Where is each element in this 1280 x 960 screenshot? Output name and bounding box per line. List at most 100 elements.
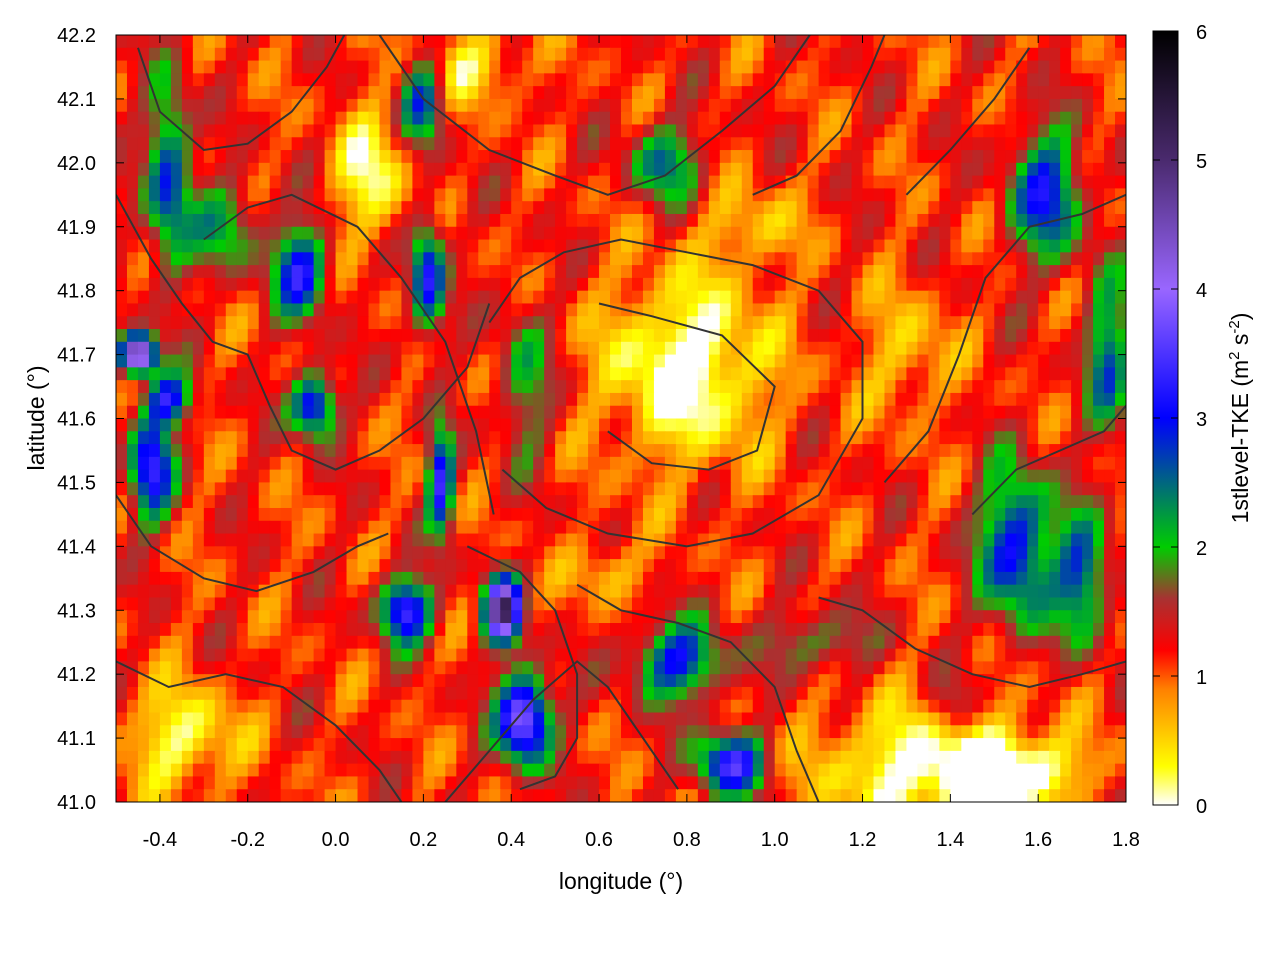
heatmap-cell <box>862 137 875 151</box>
heatmap-cell <box>522 495 534 509</box>
heatmap-cell <box>126 520 139 535</box>
heatmap-cell <box>588 47 600 62</box>
heatmap-cell <box>467 456 479 471</box>
heatmap-cell <box>599 150 611 164</box>
heatmap-cell <box>335 124 348 138</box>
heatmap-cell <box>577 520 589 535</box>
heatmap-cell <box>170 175 183 189</box>
heatmap-cell <box>423 239 435 253</box>
heatmap-cell <box>313 482 326 496</box>
heatmap-cell <box>126 661 139 675</box>
heatmap-cell <box>181 661 194 675</box>
heatmap-cell <box>247 418 260 432</box>
heatmap-cell <box>1016 329 1028 343</box>
heatmap-cell <box>434 456 446 471</box>
heatmap-cell <box>291 699 304 714</box>
heatmap-cell <box>544 456 556 471</box>
heatmap-cell <box>390 367 403 381</box>
heatmap-cell <box>1115 686 1126 701</box>
heatmap-cell <box>697 303 710 317</box>
heatmap-cell <box>423 495 435 509</box>
heatmap-cell <box>939 456 951 471</box>
heatmap-cell <box>225 239 238 253</box>
heatmap-cell <box>467 226 479 241</box>
heatmap-cell <box>258 111 271 126</box>
heatmap-cell <box>412 712 424 726</box>
heatmap-cell <box>1016 392 1028 407</box>
heatmap-cell <box>785 124 798 138</box>
heatmap-cell <box>972 277 984 292</box>
heatmap-cell <box>401 201 414 215</box>
heatmap-cell <box>796 354 809 368</box>
heatmap-cell <box>642 290 655 305</box>
heatmap-cell <box>247 201 260 215</box>
heatmap-cell <box>456 520 468 535</box>
heatmap-cell <box>500 175 512 189</box>
heatmap-cell <box>544 686 556 701</box>
heatmap-cell <box>302 559 315 573</box>
heatmap-cell <box>148 431 161 445</box>
heatmap-cell <box>544 35 556 49</box>
heatmap-cell <box>116 507 128 522</box>
heatmap-cell <box>192 546 205 560</box>
heatmap-cell <box>719 418 732 432</box>
heatmap-cell <box>906 405 919 420</box>
heatmap-cell <box>917 329 929 343</box>
heatmap-cell <box>840 124 853 138</box>
heatmap-cell <box>972 431 984 445</box>
heatmap-cell <box>610 482 622 496</box>
heatmap-cell <box>126 111 139 126</box>
heatmap-cell <box>983 456 995 471</box>
heatmap-cell <box>116 60 128 74</box>
heatmap-cell <box>116 482 128 496</box>
heatmap-cell <box>313 162 326 177</box>
heatmap-cell <box>752 559 765 573</box>
heatmap-cell <box>357 635 370 650</box>
heatmap-cell <box>335 239 348 253</box>
heatmap-cell <box>247 686 260 701</box>
heatmap-cell <box>247 162 260 177</box>
heatmap-cell <box>313 316 326 330</box>
heatmap-cell <box>126 35 139 49</box>
heatmap-cell <box>357 661 370 675</box>
heatmap-cell <box>763 495 776 509</box>
heatmap-cell <box>236 316 249 330</box>
heatmap-cell <box>763 520 776 535</box>
heatmap-cell <box>566 610 578 624</box>
heatmap-cell <box>807 456 820 471</box>
heatmap-cell <box>1005 546 1017 560</box>
heatmap-cell <box>686 73 699 87</box>
heatmap-cell <box>324 226 337 241</box>
heatmap-cell <box>1093 60 1105 74</box>
heatmap-cell <box>939 507 951 522</box>
heatmap-cell <box>225 495 238 509</box>
heatmap-cell <box>434 686 446 701</box>
heatmap-cell <box>225 73 238 87</box>
heatmap-cell <box>884 239 897 253</box>
heatmap-cell <box>1082 507 1094 522</box>
heatmap-cell <box>116 635 128 650</box>
heatmap-cell <box>577 47 589 62</box>
heatmap-cell <box>1115 73 1126 87</box>
heatmap-cell <box>862 47 875 62</box>
heatmap-cell <box>1082 661 1094 675</box>
heatmap-cell <box>763 303 776 317</box>
heatmap-cell <box>1027 329 1039 343</box>
heatmap-cell <box>258 597 271 611</box>
heatmap-cell <box>961 482 973 496</box>
heatmap-cell <box>126 329 139 343</box>
heatmap-cell <box>368 265 381 279</box>
heatmap-cell <box>1115 584 1126 599</box>
heatmap-cell <box>357 520 370 535</box>
heatmap-cell <box>928 213 940 228</box>
heatmap-cell <box>434 150 446 164</box>
heatmap-cell <box>544 507 556 522</box>
heatmap-cell <box>335 686 348 701</box>
heatmap-cell <box>653 329 666 343</box>
heatmap-cell <box>621 712 633 726</box>
heatmap-cell <box>752 265 765 279</box>
heatmap-cell <box>467 648 479 662</box>
heatmap-cell <box>1049 661 1061 675</box>
heatmap-cell <box>829 661 842 675</box>
heatmap-cell <box>533 456 545 471</box>
